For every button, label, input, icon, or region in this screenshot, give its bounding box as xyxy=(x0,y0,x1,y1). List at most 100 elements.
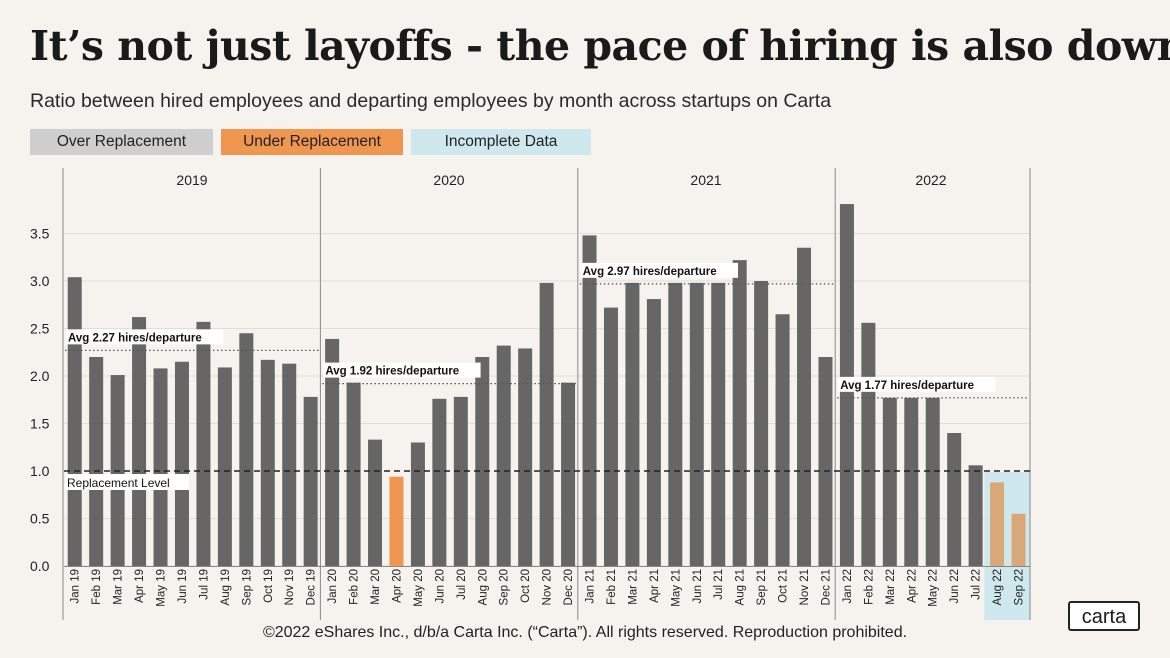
bar-jan-20 xyxy=(325,338,340,566)
x-tick-label: Apr 19 xyxy=(134,569,146,603)
x-tick-label: Jul 20 xyxy=(456,569,468,600)
copyright-footer: ©2022 eShares Inc., d/b/a Carta Inc. (“C… xyxy=(262,624,908,641)
average-label: Avg 1.92 hires/departure xyxy=(325,366,459,378)
x-tick-label: Jul 21 xyxy=(713,569,725,600)
legend-incomplete-data: Incomplete Data xyxy=(411,129,591,155)
x-tick-label: Feb 22 xyxy=(863,569,875,605)
year-label-2022: 2022 xyxy=(915,172,946,188)
bar-mar-21 xyxy=(625,282,640,566)
x-tick-label: Aug 21 xyxy=(735,569,747,605)
average-label-bg xyxy=(323,362,481,378)
legend-over-replacement: Over Replacement xyxy=(30,129,213,155)
bar-may-19 xyxy=(153,368,168,566)
x-tick-label: Nov 21 xyxy=(799,569,811,605)
bar-feb-20 xyxy=(346,382,361,566)
x-tick-label: Oct 21 xyxy=(778,569,790,603)
x-tick-label: Aug 19 xyxy=(220,569,232,605)
average-label: Avg 2.27 hires/departure xyxy=(68,332,202,344)
bar-oct-19 xyxy=(260,359,275,566)
x-tick-label: Mar 19 xyxy=(113,569,125,605)
x-tick-label: Jul 22 xyxy=(971,569,983,600)
y-tick-label: 2.0 xyxy=(30,368,50,384)
y-tick-label: 3.0 xyxy=(30,273,50,289)
carta-logo: carta xyxy=(1068,601,1140,631)
bar-nov-21 xyxy=(797,247,812,566)
x-tick-label: May 19 xyxy=(156,569,168,607)
average-label-bg xyxy=(580,262,738,278)
x-tick-label: Aug 22 xyxy=(992,569,1004,605)
x-tick-label: Nov 19 xyxy=(284,569,296,605)
x-tick-label: Dec 21 xyxy=(820,569,832,605)
y-tick-label: 2.5 xyxy=(30,321,50,337)
x-tick-label: Jan 19 xyxy=(70,569,82,604)
bar-nov-20 xyxy=(539,282,554,566)
x-tick-label: Jun 19 xyxy=(177,569,189,604)
x-tick-label: Mar 22 xyxy=(885,569,897,605)
bar-jul-22 xyxy=(968,465,983,566)
bar-aug-21 xyxy=(732,260,747,566)
average-label-bg xyxy=(66,329,224,345)
bar-jan-21 xyxy=(582,235,597,566)
x-tick-label: Oct 20 xyxy=(520,569,532,603)
x-tick-label: May 21 xyxy=(670,569,682,607)
x-tick-label: Jan 20 xyxy=(327,569,339,604)
x-tick-label: Jun 20 xyxy=(434,569,446,604)
bar-jul-20 xyxy=(453,396,468,566)
bar-jul-19 xyxy=(196,321,211,566)
bar-aug-22 xyxy=(990,482,1005,566)
bar-oct-21 xyxy=(775,314,790,566)
bar-sep-19 xyxy=(239,333,254,566)
x-tick-label: Oct 19 xyxy=(263,569,275,603)
bar-sep-21 xyxy=(754,281,769,566)
x-tick-label: Sep 19 xyxy=(241,569,253,605)
x-tick-label: Sep 20 xyxy=(499,569,511,605)
x-tick-label: Jul 19 xyxy=(198,569,210,600)
bar-nov-19 xyxy=(282,363,297,566)
bar-jul-21 xyxy=(711,282,726,566)
x-tick-label: May 20 xyxy=(413,569,425,607)
y-tick-label: 0.0 xyxy=(30,558,50,574)
chart-subtitle: Ratio between hired employees and depart… xyxy=(30,90,832,112)
year-label-2021: 2021 xyxy=(690,172,721,188)
bar-aug-20 xyxy=(475,357,490,566)
x-tick-label: Apr 21 xyxy=(649,569,661,603)
average-label-bg xyxy=(838,376,996,392)
x-tick-label: Aug 20 xyxy=(477,569,489,605)
bar-apr-19 xyxy=(132,317,147,566)
replacement-level-label: Replacement Level xyxy=(67,476,170,490)
x-tick-label: Dec 20 xyxy=(563,569,575,605)
bar-sep-22 xyxy=(1011,513,1026,566)
y-tick-label: 1.5 xyxy=(30,416,50,432)
y-tick-label: 3.5 xyxy=(30,226,50,242)
x-tick-label: Feb 20 xyxy=(349,569,361,605)
x-tick-label: May 22 xyxy=(928,569,940,607)
x-tick-label: Sep 21 xyxy=(756,569,768,605)
bar-may-21 xyxy=(668,282,683,566)
bar-jun-21 xyxy=(689,282,704,566)
x-tick-label: Jan 22 xyxy=(842,569,854,604)
bar-aug-19 xyxy=(217,367,232,566)
bar-dec-20 xyxy=(561,382,576,566)
legend-under-replacement: Under Replacement xyxy=(221,129,403,155)
average-label: Avg 2.97 hires/departure xyxy=(583,266,717,278)
bar-feb-21 xyxy=(603,307,618,566)
bar-dec-19 xyxy=(303,396,318,566)
bar-dec-21 xyxy=(818,357,833,566)
x-tick-label: Apr 20 xyxy=(391,569,403,603)
bar-jun-22 xyxy=(947,433,962,566)
year-label-2019: 2019 xyxy=(176,172,207,188)
bar-apr-22 xyxy=(904,397,919,566)
bar-feb-19 xyxy=(89,357,104,566)
bar-oct-20 xyxy=(518,348,533,566)
x-tick-label: Nov 20 xyxy=(542,569,554,605)
x-tick-label: Jun 21 xyxy=(692,569,704,604)
year-label-2020: 2020 xyxy=(433,172,464,188)
x-tick-label: Apr 22 xyxy=(906,569,918,603)
y-tick-label: 1.0 xyxy=(30,463,50,479)
bar-may-20 xyxy=(410,442,425,566)
bar-mar-20 xyxy=(368,439,383,566)
bar-jun-20 xyxy=(432,398,447,566)
bar-may-22 xyxy=(925,397,940,566)
y-tick-label: 0.5 xyxy=(30,511,50,527)
